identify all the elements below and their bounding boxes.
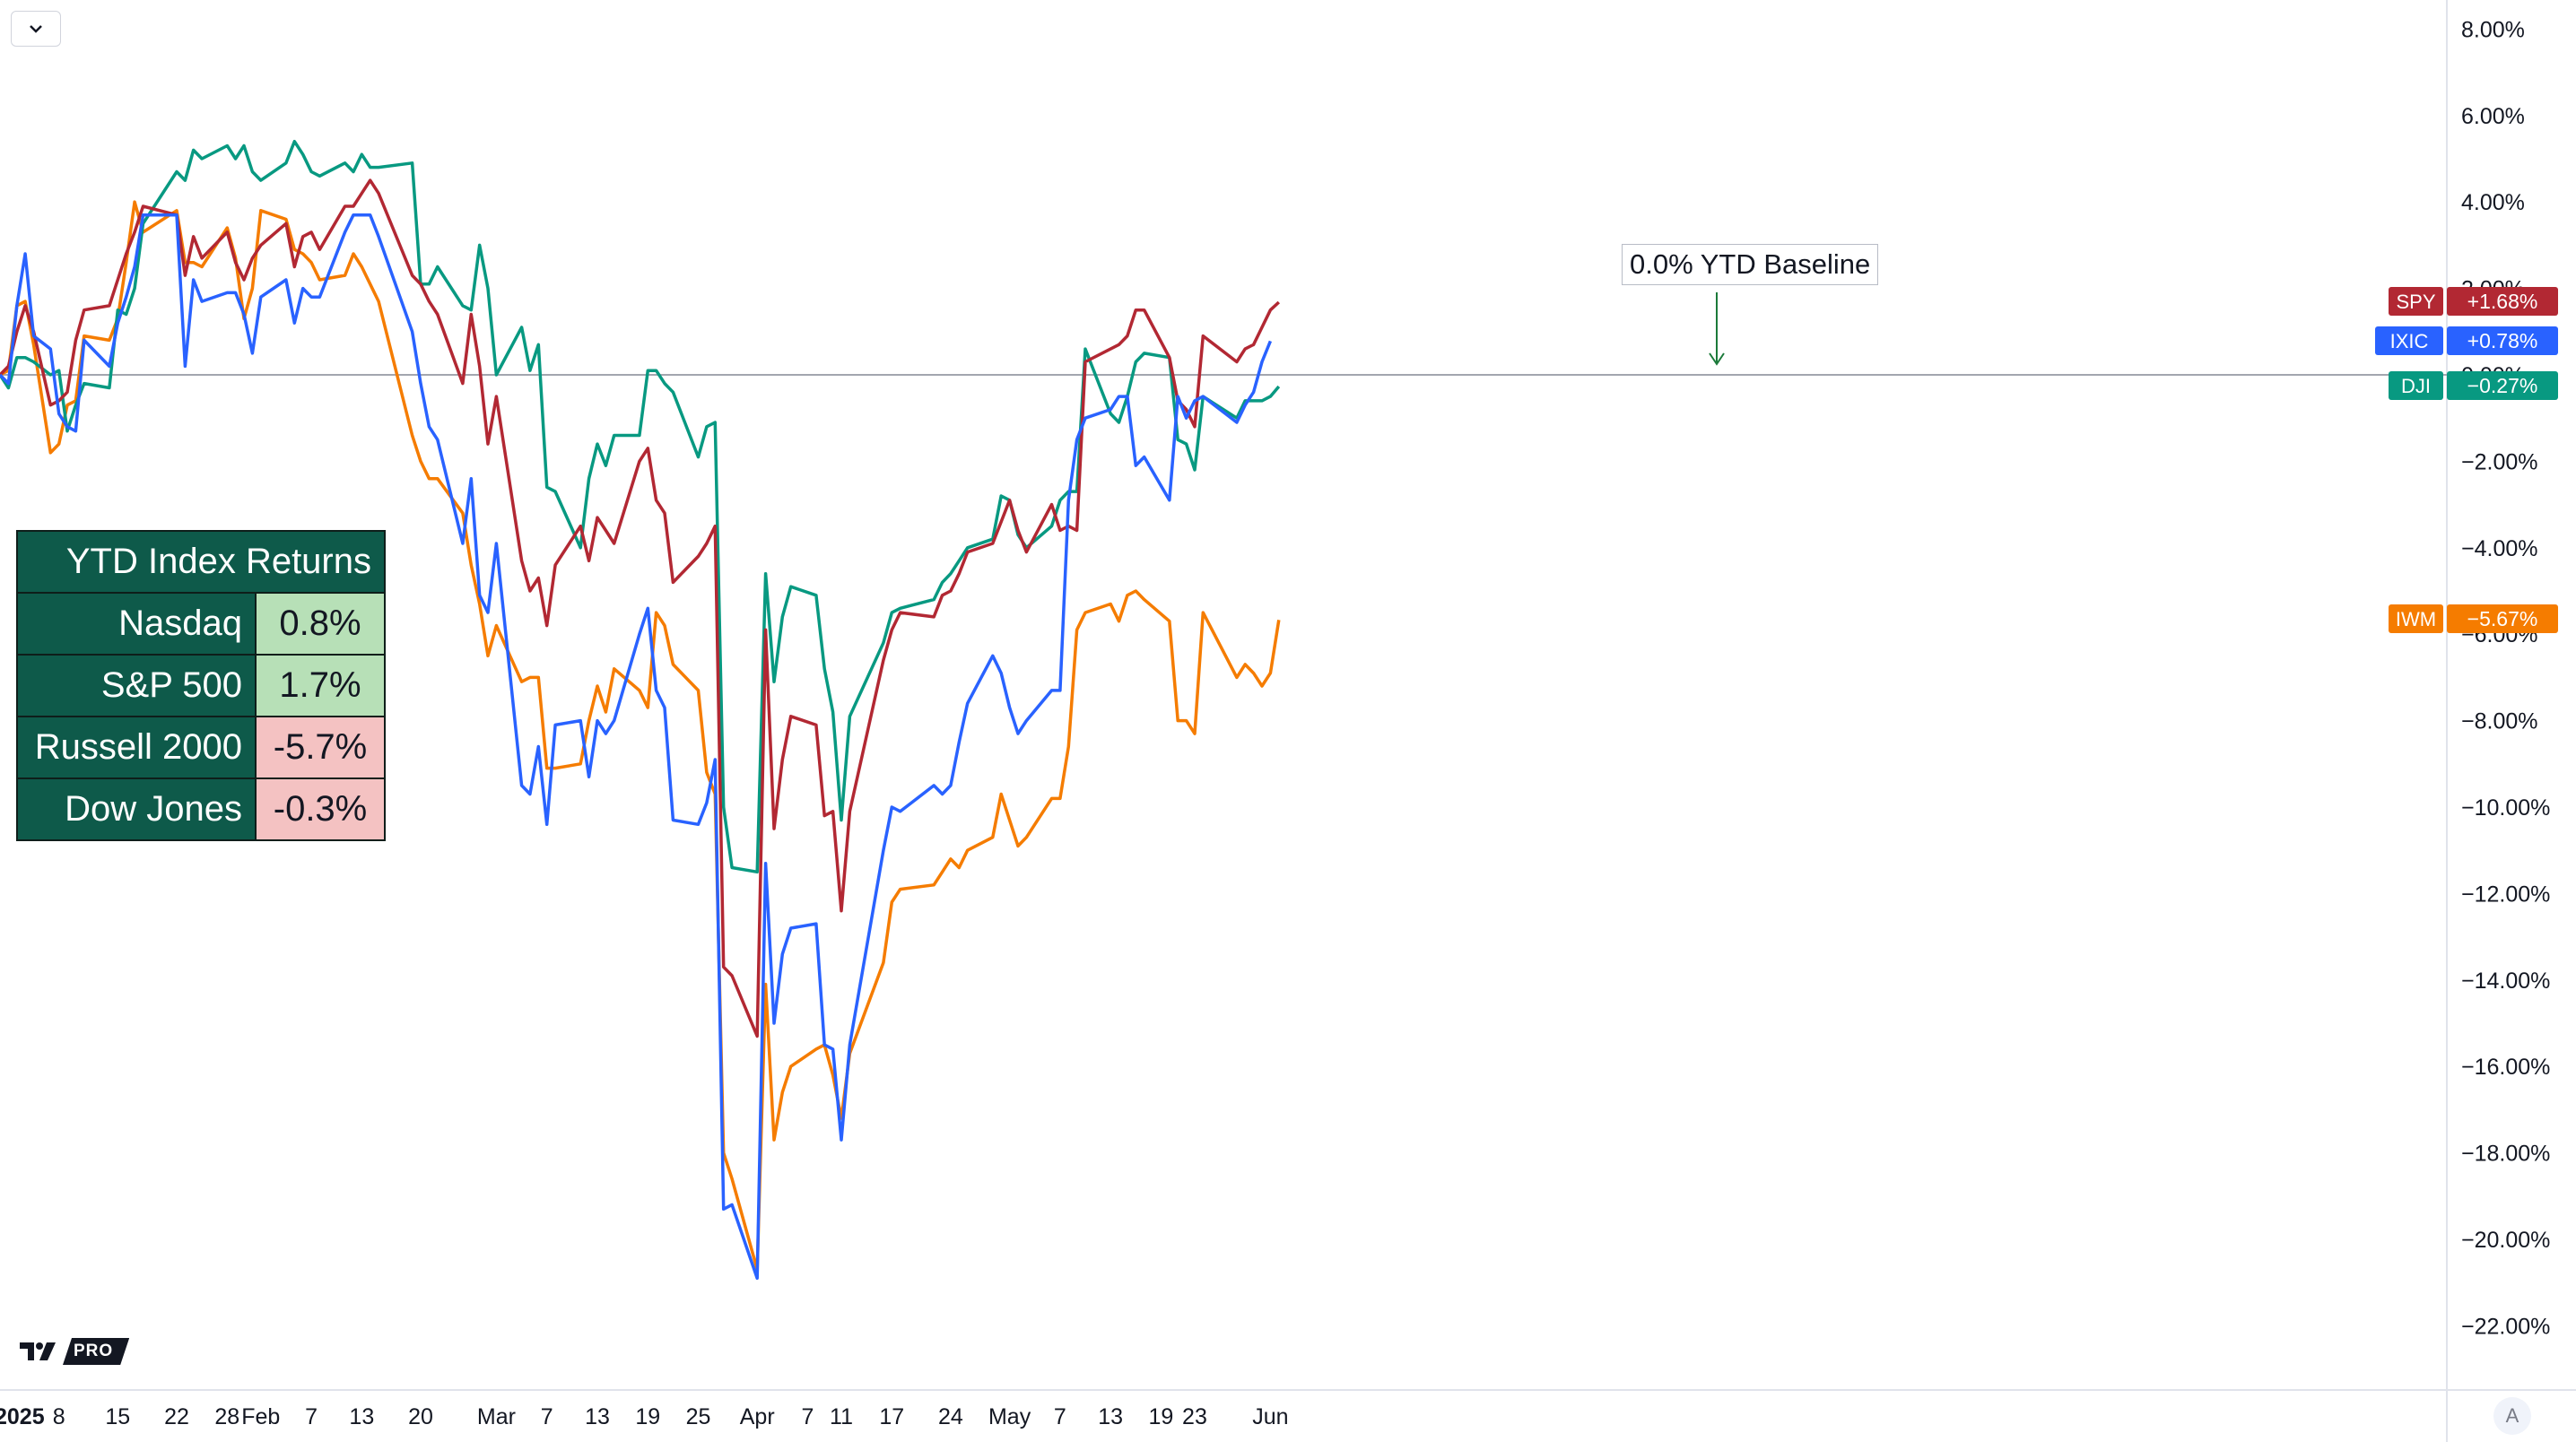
- y-tick-label: −10.00%: [2461, 795, 2550, 821]
- y-tick-label: −20.00%: [2461, 1228, 2550, 1253]
- x-tick-label: May: [988, 1404, 1031, 1429]
- x-tick-label: 13: [349, 1404, 374, 1429]
- y-tick-label: 6.00%: [2461, 104, 2525, 129]
- ytd-table-header-row: YTD Index Returns: [16, 530, 386, 594]
- index-return: -5.7%: [255, 716, 386, 779]
- last-value-label-spy: SPY +1.68%: [2389, 287, 2558, 316]
- x-tick-label: 19: [635, 1404, 660, 1429]
- x-tick-label: 15: [105, 1404, 130, 1429]
- last-value-label-dji: DJI −0.27%: [2389, 371, 2558, 400]
- series-name-label: SPY: [2396, 291, 2435, 313]
- auto-scale-button[interactable]: A: [2493, 1397, 2531, 1435]
- series-name-label: IWM: [2396, 608, 2436, 630]
- y-tick-label: −8.00%: [2461, 709, 2538, 734]
- ytd-table-title: YTD Index Returns: [16, 530, 386, 594]
- x-tick-label: 13: [1098, 1404, 1123, 1429]
- y-tick-label: −22.00%: [2461, 1314, 2550, 1339]
- series-line-ixic[interactable]: [0, 213, 1273, 1281]
- last-value-label-ixic: IXIC +0.78%: [2375, 326, 2558, 355]
- x-tick-label: Mar: [477, 1404, 516, 1429]
- tradingview-logo: PRO: [20, 1338, 129, 1365]
- annotation-arrow: [1709, 292, 1725, 366]
- chevron-down-icon: [30, 25, 42, 33]
- y-tick-label: −12.00%: [2461, 882, 2550, 907]
- x-tick-label: Jun: [1252, 1404, 1288, 1429]
- table-row: S&P 500 1.7%: [16, 654, 386, 717]
- series-last-value: +1.68%: [2467, 290, 2538, 313]
- x-tick-label: 7: [1054, 1404, 1066, 1429]
- x-tick-label: 24: [938, 1404, 963, 1429]
- series-last-value: +0.78%: [2467, 329, 2538, 352]
- y-tick-label: −18.00%: [2461, 1142, 2550, 1167]
- index-return: 0.8%: [255, 592, 386, 656]
- index-return: -0.3%: [255, 777, 386, 841]
- x-tick-label: Apr: [740, 1404, 775, 1429]
- table-row: Nasdaq 0.8%: [16, 592, 386, 656]
- y-tick-label: 8.00%: [2461, 17, 2525, 42]
- y-tick-label: −16.00%: [2461, 1055, 2550, 1080]
- x-tick-label: 23: [1182, 1404, 1207, 1429]
- series-line-spy[interactable]: [0, 178, 1280, 1038]
- series-last-value: −5.67%: [2467, 607, 2538, 630]
- x-tick-label: 20: [408, 1404, 433, 1429]
- index-return: 1.7%: [255, 654, 386, 717]
- table-row: Russell 2000 -5.7%: [16, 716, 386, 779]
- series-name-label: IXIC: [2390, 330, 2429, 352]
- x-tick-label: 7: [541, 1404, 553, 1429]
- x-tick-label: 11: [830, 1404, 853, 1429]
- arrow-head: [1709, 352, 1725, 366]
- y-tick-label: −2.00%: [2461, 449, 2538, 474]
- x-tick-label: 2025: [0, 1404, 45, 1429]
- index-name: Nasdaq: [16, 592, 257, 656]
- ytd-returns-table: YTD Index Returns Nasdaq 0.8% S&P 500 1.…: [16, 530, 386, 841]
- x-tick-label: Feb: [241, 1404, 280, 1429]
- index-name: S&P 500: [16, 654, 257, 717]
- series-line-iwm[interactable]: [0, 200, 1281, 1272]
- x-tick-label: 17: [879, 1404, 904, 1429]
- y-tick-label: 4.00%: [2461, 190, 2525, 215]
- last-value-label-iwm: IWM −5.67%: [2389, 604, 2558, 633]
- x-tick-label: 7: [305, 1404, 318, 1429]
- x-tick-label: 22: [164, 1404, 189, 1429]
- index-name: Dow Jones: [16, 777, 257, 841]
- table-row: Dow Jones -0.3%: [16, 777, 386, 841]
- logo-pro-text: PRO: [63, 1338, 129, 1365]
- index-name: Russell 2000: [16, 716, 257, 779]
- y-tick-label: −14.00%: [2461, 969, 2550, 994]
- series-name-label: DJI: [2401, 375, 2431, 397]
- ytd-baseline-annotation: 0.0% YTD Baseline: [1622, 244, 1879, 285]
- x-tick-label: 19: [1149, 1404, 1174, 1429]
- x-tick-label: 8: [53, 1404, 65, 1429]
- series-last-value: −0.27%: [2467, 374, 2538, 397]
- x-tick-label: 13: [585, 1404, 610, 1429]
- x-tick-label: 28: [214, 1404, 239, 1429]
- x-tick-label: 7: [802, 1404, 814, 1429]
- tv-logo-icon: [20, 1342, 56, 1360]
- x-tick-label: 25: [686, 1404, 711, 1429]
- collapse-toggle-button[interactable]: [11, 11, 61, 47]
- y-tick-label: −4.00%: [2461, 536, 2538, 561]
